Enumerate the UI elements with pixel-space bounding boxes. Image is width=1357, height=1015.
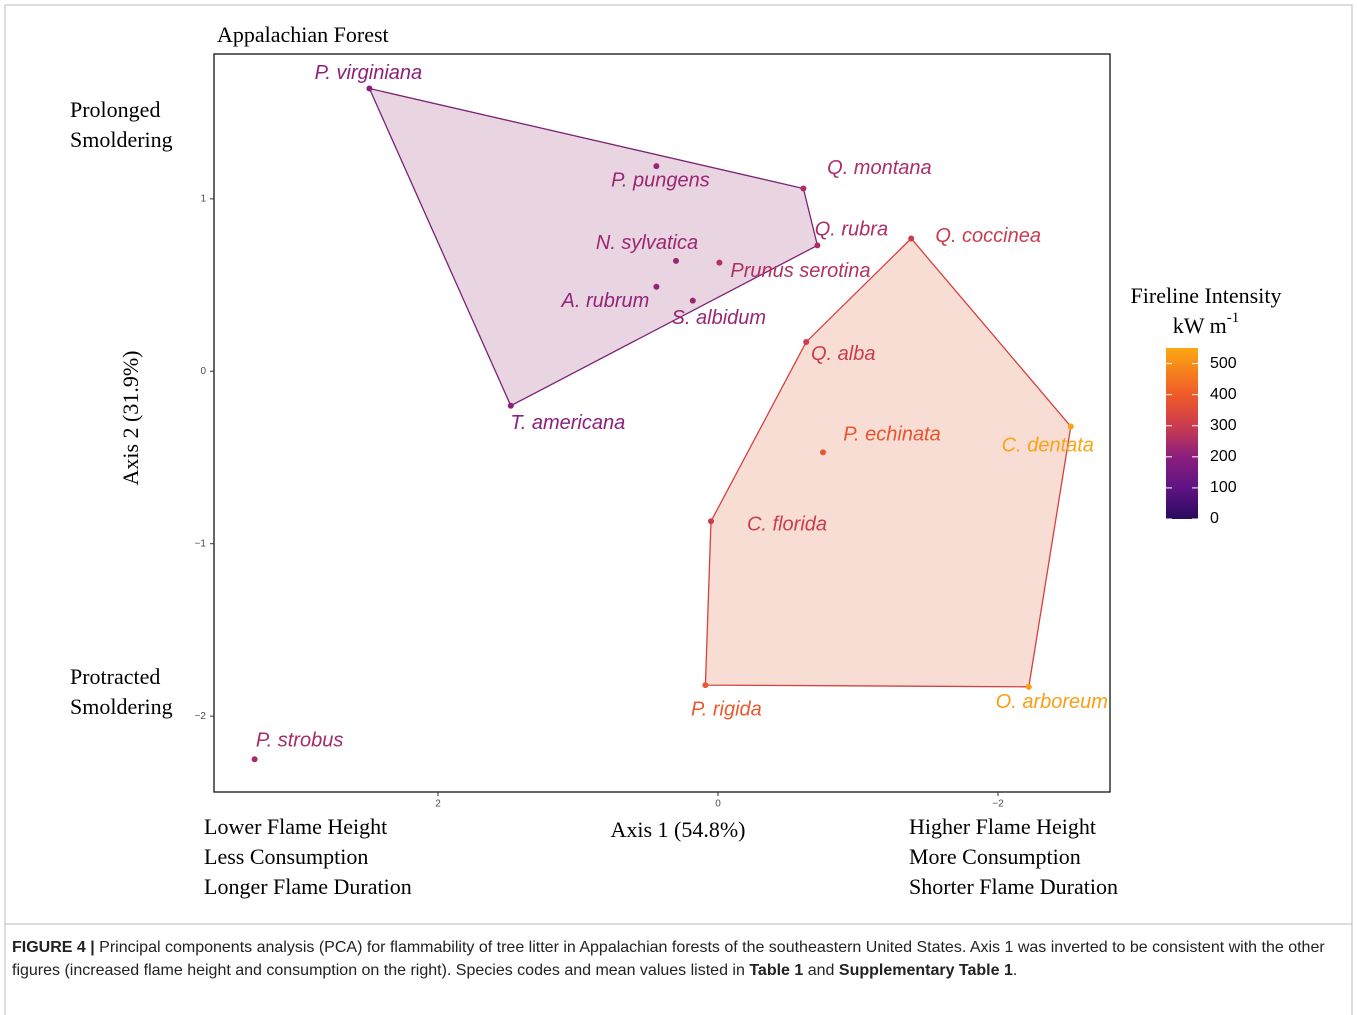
colorbar-unit: kW m-1: [1173, 310, 1239, 338]
colorbar-unit-text: kW m: [1173, 313, 1227, 338]
point-label: S. albidum: [672, 307, 767, 329]
x-tick-label: 0: [715, 799, 721, 810]
point: [908, 235, 915, 242]
caption: FIGURE 4 | Principal components analysis…: [12, 936, 1332, 982]
point-label: T. americana: [510, 412, 625, 434]
y-tick-label: 0: [200, 366, 206, 377]
point-label: Q. montana: [827, 157, 932, 179]
point: [803, 338, 810, 345]
point: [800, 185, 807, 192]
annotation: Protracted: [70, 664, 160, 689]
colorbar-tick-label: 200: [1210, 448, 1237, 465]
y-tick-label: −1: [195, 538, 207, 549]
point: [716, 259, 723, 266]
point-label: N. sylvatica: [596, 232, 698, 254]
caption-part: .: [1012, 962, 1018, 979]
colorbar-title: Fireline Intensity: [1131, 283, 1282, 308]
point: [1025, 683, 1032, 690]
caption-part: Supplementary Table 1: [838, 962, 1013, 979]
point-label: O. arboreum: [996, 691, 1108, 713]
caption-part: Principal components analysis (PCA) for …: [12, 939, 1325, 979]
annotation: Smoldering: [70, 127, 173, 152]
annotation: Longer Flame Duration: [204, 874, 412, 899]
point-label: Q. alba: [811, 343, 875, 365]
point: [814, 242, 821, 249]
y-axis-label: Axis 2 (31.9%): [118, 350, 143, 485]
annotation: Smoldering: [70, 694, 173, 719]
chart-title: Appalachian Forest: [217, 22, 389, 47]
figure-border: [4, 4, 1353, 1015]
annotation: Less Consumption: [204, 844, 368, 869]
x-axis-label: Axis 1 (54.8%): [610, 817, 745, 842]
point-label: C. florida: [747, 514, 827, 536]
point: [653, 163, 660, 170]
point: [366, 85, 373, 92]
annotation: Shorter Flame Duration: [909, 874, 1118, 899]
point: [702, 682, 709, 689]
hull: [704, 237, 1072, 688]
caption-part: and: [807, 962, 835, 979]
colorbar-unit-exponent: -1: [1227, 310, 1240, 326]
annotation: Prolonged: [70, 97, 160, 122]
point: [820, 449, 826, 456]
point-label: Prunus serotina: [730, 260, 870, 282]
point-label: P. pungens: [611, 169, 710, 191]
point-label: Q. rubra: [815, 219, 888, 241]
colorbar-tick-label: 300: [1210, 417, 1237, 434]
caption-part: FIGURE 4 |: [12, 939, 95, 956]
annotation: Higher Flame Height: [909, 814, 1096, 839]
colorbar: [1166, 348, 1198, 519]
point-label: P. rigida: [691, 698, 762, 720]
x-tick-label: −2: [992, 799, 1004, 810]
point-label: P. strobus: [256, 730, 343, 752]
point: [507, 402, 514, 409]
caption-part: Table 1: [749, 962, 804, 979]
y-tick-label: 1: [200, 193, 206, 204]
point-label: P. virginiana: [315, 62, 422, 84]
point: [1067, 423, 1074, 430]
plot-frame: [213, 53, 1111, 793]
colorbar-tick-label: 100: [1210, 479, 1237, 496]
annotation: More Consumption: [909, 844, 1081, 869]
colorbar-tick-label: 400: [1210, 386, 1237, 403]
point-label: A. rubrum: [560, 290, 649, 312]
y-tick-label: −2: [195, 711, 207, 722]
colorbar-tick-label: 0: [1210, 510, 1219, 527]
colorbar-tick-label: 500: [1210, 355, 1237, 372]
point: [251, 756, 258, 763]
point: [673, 257, 679, 264]
hull: [368, 87, 819, 407]
point: [708, 518, 714, 525]
annotation: Lower Flame Height: [204, 814, 387, 839]
point-label: C. dentata: [1002, 435, 1094, 457]
point-label: P. echinata: [843, 424, 941, 446]
point: [689, 297, 696, 304]
x-tick-label: 2: [435, 799, 441, 810]
point: [653, 283, 660, 290]
point-label: Q. coccinea: [935, 225, 1041, 247]
